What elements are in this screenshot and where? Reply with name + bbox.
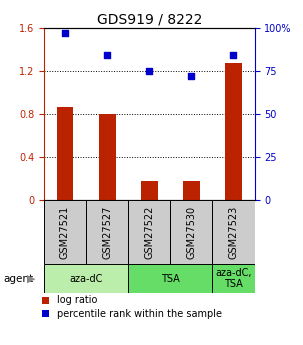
Text: GSM27530: GSM27530 [186, 206, 196, 258]
Bar [99, 114, 115, 200]
Text: aza-dC: aza-dC [69, 274, 103, 284]
Bar [128, 264, 212, 293]
Text: percentile rank within the sample: percentile rank within the sample [57, 309, 222, 318]
Text: GSM27523: GSM27523 [228, 205, 238, 259]
Point [62, 30, 67, 36]
Bar [44, 200, 86, 264]
Bar [86, 200, 128, 264]
Bar [225, 63, 242, 200]
Point [105, 52, 110, 58]
Bar [141, 181, 158, 200]
Text: ▶: ▶ [27, 274, 36, 284]
Text: log ratio: log ratio [57, 296, 97, 305]
Bar [183, 181, 200, 200]
Point [231, 52, 236, 58]
Bar [57, 107, 73, 200]
Text: aza-dC,
TSA: aza-dC, TSA [215, 268, 252, 289]
Point [189, 73, 194, 79]
Text: GSM27521: GSM27521 [60, 205, 70, 259]
Text: GSM27527: GSM27527 [102, 205, 112, 259]
Text: GSM27522: GSM27522 [144, 205, 154, 259]
Bar [170, 200, 212, 264]
Bar [212, 200, 255, 264]
Bar [44, 264, 128, 293]
Bar [128, 200, 170, 264]
Text: TSA: TSA [161, 274, 180, 284]
Text: agent: agent [3, 274, 33, 284]
Title: GDS919 / 8222: GDS919 / 8222 [97, 12, 202, 27]
Point [147, 68, 152, 73]
Bar [212, 264, 255, 293]
